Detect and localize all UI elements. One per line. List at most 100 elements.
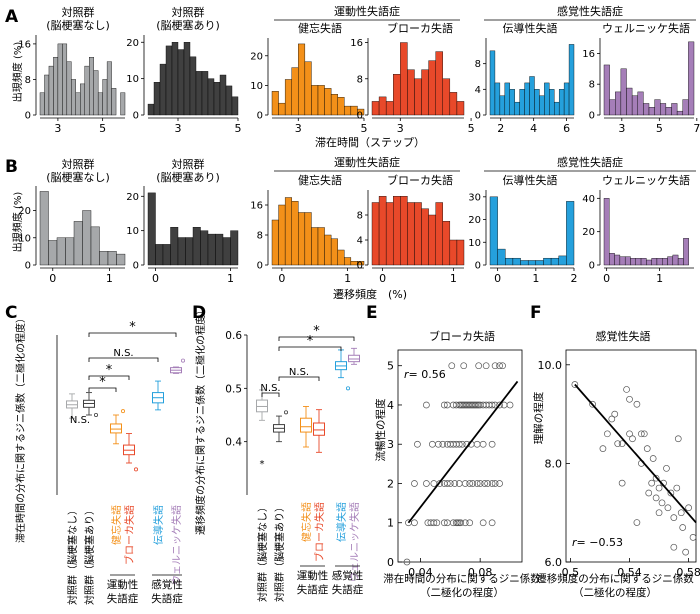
hist-bar xyxy=(215,233,224,266)
hist-ytick-label: 0 xyxy=(257,111,263,122)
hist-bar xyxy=(671,103,678,116)
scatter-ytick-label: 4 xyxy=(387,399,394,412)
hist-ytick-label: 10 xyxy=(18,233,31,244)
hist-ytick-label: 8 xyxy=(25,75,31,86)
scatter-frame xyxy=(565,349,697,563)
hist-bar xyxy=(84,65,90,116)
r-value-E: = 0.56 xyxy=(409,368,446,381)
fit-line xyxy=(407,380,519,524)
scatter-point xyxy=(411,480,418,487)
scatter-xtick-label: 0.58 xyxy=(676,566,700,579)
hist-xtick-label: 3 xyxy=(175,122,182,135)
hist-bar xyxy=(183,42,191,116)
hist-bar xyxy=(428,214,436,266)
title-wernicke-B: ウェルニッケ失語 xyxy=(602,173,690,187)
sig-label: * xyxy=(106,363,113,378)
hist-bar xyxy=(529,76,535,116)
hist-bar xyxy=(230,230,239,266)
hist-bar xyxy=(330,94,338,116)
box-x-label: 対照群（脳梗塞あり） xyxy=(83,505,96,605)
scatter-point xyxy=(633,519,641,526)
scatter-point xyxy=(458,440,466,448)
hist-ytick-label: 30 xyxy=(468,192,481,203)
scatter-point xyxy=(454,519,462,527)
hist-bar xyxy=(107,251,117,266)
xlabel-E-2: （二極化の程度） xyxy=(420,586,504,599)
hist-xtick-label: 1 xyxy=(227,272,234,285)
scatter-point xyxy=(626,395,633,403)
hist-bar xyxy=(291,67,299,116)
hist-bar xyxy=(407,69,415,116)
title-ctrl-no-B-2: (脳梗塞なし) xyxy=(46,170,110,184)
scatter-point xyxy=(649,455,657,462)
hist-bar xyxy=(371,101,380,116)
hist-bar xyxy=(535,260,544,266)
box-outlier xyxy=(133,467,138,472)
hist-bar xyxy=(65,237,75,266)
hist-xtick-label: 2 xyxy=(497,122,504,135)
scatter-point xyxy=(479,519,487,527)
hist-bar xyxy=(683,238,689,266)
scatter-point xyxy=(414,440,421,448)
hist-bar xyxy=(393,196,401,266)
scatter-point xyxy=(488,519,496,527)
scatter-point xyxy=(461,480,469,487)
hist-bar xyxy=(111,88,117,116)
scatter-point xyxy=(670,543,678,551)
hist-bar xyxy=(442,78,451,116)
scatter-point xyxy=(455,480,463,487)
box-outlier xyxy=(121,409,126,414)
box-outlier xyxy=(94,412,99,417)
panel-label-E: E xyxy=(366,303,378,323)
scatter-xtick-label: 0.04 xyxy=(408,566,433,579)
ylabel-D: 遷移頻度の分布に関するジニ係数（二極化の程度） xyxy=(194,305,207,535)
hist-bar xyxy=(337,249,345,266)
scatter-point xyxy=(481,480,489,487)
hist-ytick-label: 0 xyxy=(589,111,595,122)
title-E: ブローカ失語 xyxy=(429,329,495,343)
sig-label: * xyxy=(313,324,320,339)
hist-bar xyxy=(619,256,626,266)
hist-bar xyxy=(407,202,415,266)
hist-bar xyxy=(654,99,661,116)
scatter-point xyxy=(430,480,438,487)
hist-bar xyxy=(609,253,615,266)
hist-ytick-label: 10 xyxy=(250,81,263,92)
hist-xtick-label: 5 xyxy=(656,122,663,135)
hist-bar xyxy=(337,97,345,116)
scatter-point xyxy=(643,445,651,452)
hist-bar xyxy=(539,95,545,116)
hist-bar xyxy=(371,202,380,266)
title-amnesic-A: 健忘失語 xyxy=(298,21,342,35)
title-ctrl-yes-A-1: 対照群 xyxy=(172,5,205,19)
hist-bar xyxy=(643,103,650,116)
hist-bar xyxy=(80,83,85,116)
scatter-point xyxy=(491,401,499,409)
hist-ytick-label: 10 xyxy=(126,226,139,237)
hist-xtick-label: 0 xyxy=(278,272,285,285)
scatter-point xyxy=(677,509,685,517)
hist-xtick-label: 1 xyxy=(656,272,663,285)
scatter-ytick-label: 5 xyxy=(387,360,394,373)
hist-ytick-label: 20 xyxy=(18,206,31,217)
sig-label: * xyxy=(260,459,265,470)
hist-bar xyxy=(53,57,59,116)
hist-bar xyxy=(512,257,521,266)
scatter-point xyxy=(571,381,579,388)
scatter-E: 0.04 0.08 0 1 2 3 4 5 xyxy=(387,349,523,579)
hist-xtick-label: 3 xyxy=(397,122,404,135)
hist-bar xyxy=(400,196,408,266)
hist-bar xyxy=(106,61,112,116)
scatter-point xyxy=(496,401,503,409)
box-x-label: 伝導失語 xyxy=(335,502,348,542)
scatter-point xyxy=(403,558,411,566)
xlabel-E-1: 滞在時間の分布に関するジニ係数 xyxy=(383,572,541,585)
hist-ytick-label: 4 xyxy=(357,236,363,247)
title-ctrl-no-B-1: 対照群 xyxy=(62,157,95,171)
sig-bracket xyxy=(278,346,342,351)
r-label-E: r= 0.56 xyxy=(404,368,446,381)
hist-bar xyxy=(442,221,451,266)
hist-bar xyxy=(603,64,610,116)
hist-xtick-label: 5 xyxy=(235,122,242,135)
scatter-xtick-label: 0.5 xyxy=(562,566,580,579)
